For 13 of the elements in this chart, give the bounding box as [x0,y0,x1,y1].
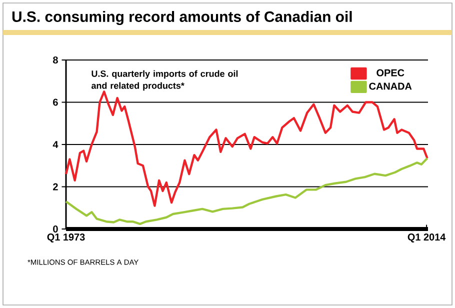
line-series [64,157,428,226]
x-tick-label: Q1 1973 [47,234,85,242]
x-tick-label: Q1 2014 [408,234,446,242]
legend-label: OPEC [376,69,404,76]
line-series [64,90,428,207]
text: U.S. quarterly imports of crude oil and related products* [92,70,238,91]
y-tick-label: 8 [53,56,58,64]
y-tick-label: 0 [53,225,58,233]
y-tick-label: 4 [52,141,58,148]
legend-label: CANADA [369,82,412,90]
y-tick-label: 2 [53,183,58,190]
chart-title: U.S. consuming record amounts of Canadian oil [12,11,352,26]
y-tick-label: 6 [53,98,58,106]
